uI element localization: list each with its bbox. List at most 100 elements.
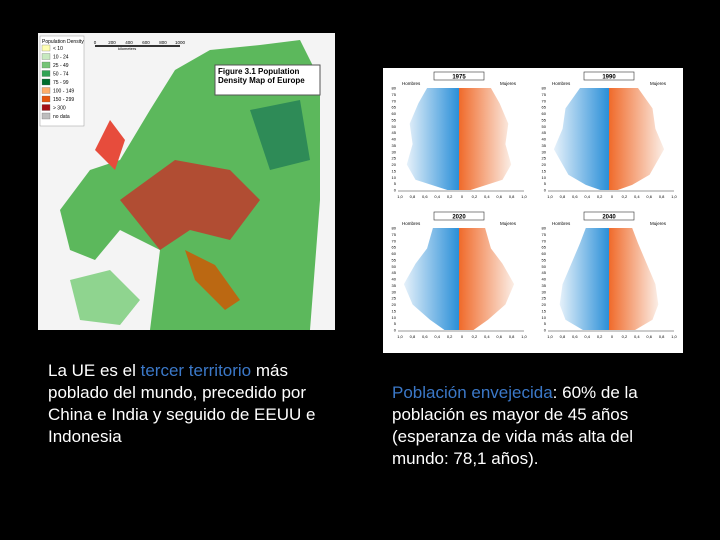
age-label: 50	[542, 264, 547, 269]
map-land	[60, 40, 320, 330]
figure-title-box: Figure 3.1 Population Density Map of Eur…	[218, 67, 305, 85]
legend-label: no data	[53, 114, 70, 120]
age-label: 40	[392, 277, 397, 282]
legend-label: 100 - 149	[53, 89, 74, 95]
age-label: 70	[542, 98, 547, 103]
female-pyramid	[459, 88, 512, 190]
age-label: 75	[392, 92, 397, 97]
x-tick-label: 0,2	[597, 334, 603, 339]
x-tick-label: 0,8	[560, 194, 566, 199]
age-label: 0	[544, 188, 547, 193]
x-tick-label: 0,2	[622, 334, 628, 339]
age-label: 10	[542, 315, 547, 320]
age-label: 55	[392, 117, 397, 122]
x-tick-label: 0	[611, 194, 614, 199]
text: : 60% de la población es mayor de 45 año…	[392, 383, 638, 468]
age-label: 5	[394, 321, 397, 326]
x-tick-label: 0,2	[472, 194, 478, 199]
x-tick-label: 0,8	[410, 194, 416, 199]
x-tick-label: 0	[461, 194, 464, 199]
age-label: 50	[392, 264, 397, 269]
x-tick-label: 1,0	[547, 334, 553, 339]
age-label: 60	[392, 111, 397, 116]
x-tick-label: 0,8	[509, 194, 515, 199]
legend-label: > 300	[53, 106, 66, 112]
right-text: Población envejecida: 60% de la població…	[392, 382, 667, 470]
age-label: 25	[392, 156, 397, 161]
scale-label: 200	[108, 40, 116, 45]
male-pyramid	[403, 228, 459, 330]
legend-swatch	[41, 44, 51, 52]
age-label: 0	[394, 188, 397, 193]
text: La UE es el	[48, 361, 141, 380]
age-label: 5	[544, 321, 547, 326]
legend-label: 150 - 299	[53, 97, 74, 103]
women-label: Mujeres	[500, 221, 517, 226]
x-tick-label: 0	[461, 334, 464, 339]
scale-label: 1000	[175, 40, 186, 45]
male-pyramid	[553, 88, 609, 190]
female-pyramid	[459, 228, 515, 330]
age-label: 80	[392, 226, 397, 231]
scale-label: 800	[159, 40, 167, 45]
year-label: 1990	[602, 75, 616, 81]
x-tick-label: 0,4	[634, 194, 640, 199]
x-tick-label: 0,2	[597, 194, 603, 199]
age-label: 75	[542, 92, 547, 97]
women-label: Mujeres	[650, 221, 667, 226]
age-label: 25	[542, 156, 547, 161]
x-tick-label: 1,0	[397, 334, 403, 339]
x-tick-label: 0	[611, 334, 614, 339]
age-label: 5	[394, 181, 397, 186]
highlight: Población envejecida	[392, 383, 553, 402]
x-tick-label: 0,8	[560, 334, 566, 339]
age-label: 10	[542, 175, 547, 180]
x-tick-label: 0,8	[659, 194, 665, 199]
scale-unit: kilometers	[118, 46, 136, 51]
x-tick-label: 0,4	[484, 194, 490, 199]
age-label: 55	[542, 257, 547, 262]
age-label: 50	[392, 124, 397, 129]
x-tick-label: 0,4	[584, 334, 590, 339]
x-tick-label: 1,0	[671, 194, 677, 199]
x-tick-label: 0,8	[410, 334, 416, 339]
scale-label: 400	[125, 40, 133, 45]
legend-label: < 10	[53, 46, 63, 52]
age-label: 55	[542, 117, 547, 122]
legend-label: 10 - 24	[53, 55, 69, 61]
year-label: 2040	[602, 215, 616, 221]
legend-swatch	[41, 112, 51, 120]
x-tick-label: 0,6	[422, 334, 428, 339]
age-label: 80	[392, 86, 397, 91]
year-box	[583, 211, 635, 221]
year-box	[433, 71, 485, 81]
age-label: 20	[392, 302, 397, 307]
age-label: 15	[392, 168, 397, 173]
age-label: 35	[542, 283, 547, 288]
legend-swatch	[41, 70, 51, 77]
age-label: 65	[542, 245, 547, 250]
legend-swatch	[41, 104, 51, 111]
age-label: 30	[542, 149, 547, 154]
x-tick-label: 0,6	[572, 194, 578, 199]
age-label: 60	[392, 251, 397, 256]
age-label: 80	[542, 226, 547, 231]
age-label: 35	[392, 283, 397, 288]
age-label: 75	[542, 232, 547, 237]
year-box	[433, 211, 485, 221]
x-tick-label: 0,2	[622, 194, 628, 199]
age-label: 15	[542, 168, 547, 173]
legend-swatch	[41, 78, 51, 86]
age-label: 10	[392, 315, 397, 320]
age-label: 25	[542, 296, 547, 301]
age-label: 65	[542, 105, 547, 110]
age-label: 45	[392, 130, 397, 135]
x-tick-label: 0,4	[434, 334, 440, 339]
x-tick-label: 0,6	[422, 194, 428, 199]
female-pyramid	[609, 228, 659, 330]
age-label: 30	[392, 289, 397, 294]
men-label: Hombres	[552, 221, 571, 226]
female-pyramid	[609, 88, 665, 190]
x-tick-label: 1,0	[671, 334, 677, 339]
